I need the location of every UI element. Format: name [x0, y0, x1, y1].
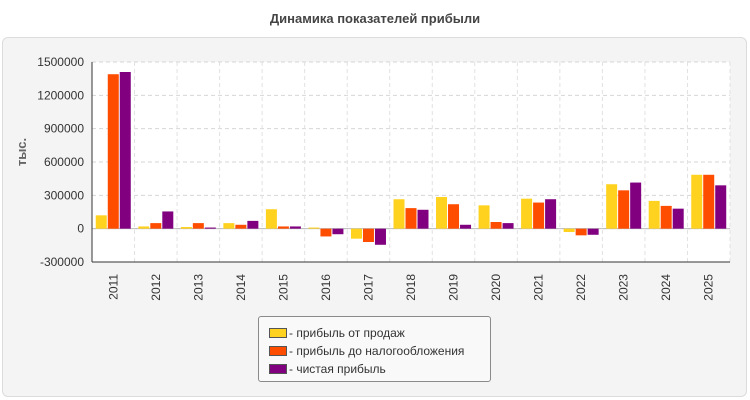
y-tick-label: 1500000: [37, 55, 84, 69]
bar: [460, 224, 472, 229]
legend-swatch-pretax-profit: [269, 346, 287, 356]
bar: [703, 174, 715, 229]
bar: [320, 228, 332, 237]
x-tick-label: 2011: [106, 274, 120, 300]
legend-swatch-net-profit: [269, 364, 287, 374]
y-tick-label: 600000: [44, 155, 84, 169]
legend-swatch-sales-profit: [269, 328, 287, 338]
bar: [235, 224, 247, 229]
bar: [107, 74, 119, 229]
bar: [192, 223, 204, 229]
bar: [575, 228, 587, 236]
bar: [265, 209, 277, 229]
bar: [308, 227, 320, 229]
x-tick-label: 2020: [489, 274, 503, 301]
bar: [606, 184, 618, 229]
bar: [247, 220, 259, 229]
bar: [533, 202, 545, 229]
bar: [478, 205, 490, 229]
x-tick-label: 2021: [532, 274, 546, 301]
bar: [289, 226, 301, 229]
bar: [393, 199, 405, 229]
y-tick-label: 1200000: [37, 88, 84, 102]
bar: [150, 223, 162, 229]
bar: [204, 227, 216, 229]
x-tick-label: 2012: [149, 274, 163, 301]
bar: [162, 211, 174, 229]
bar: [521, 198, 533, 229]
legend-item-net-profit: - чистая прибыль: [259, 360, 490, 378]
bar: [417, 209, 429, 229]
legend-label-net-profit: - чистая прибыль: [289, 362, 386, 376]
bar: [587, 228, 599, 235]
x-tick-label: 2019: [447, 274, 461, 301]
legend-label-sales-profit: - прибыль от продаж: [289, 326, 405, 340]
legend-item-sales-profit: - прибыль от продаж: [259, 324, 490, 342]
bar: [630, 182, 642, 229]
bar: [618, 190, 630, 229]
y-tick-label: -300000: [40, 255, 84, 269]
bar: [180, 227, 192, 229]
chart-title: Динамика показателей прибыли: [269, 11, 481, 26]
bar: [362, 228, 374, 242]
x-tick-label: 2015: [276, 274, 290, 301]
legend-item-pretax-profit: - прибыль до налогообложения: [259, 342, 490, 360]
chart-legend: - прибыль от продаж - прибыль до налогоо…: [258, 316, 491, 382]
bar: [138, 226, 150, 229]
bar: [405, 208, 417, 229]
y-tick-label: 900000: [44, 122, 84, 136]
bar: [223, 223, 235, 229]
bar: [672, 208, 684, 229]
bar: [448, 204, 460, 229]
bar: [545, 199, 557, 229]
x-tick-label: 2018: [404, 274, 418, 301]
x-tick-label: 2022: [574, 274, 588, 301]
x-tick-label: 2023: [617, 274, 631, 301]
bar: [490, 222, 502, 229]
y-axis-title: тыс.: [14, 138, 29, 166]
x-tick-label: 2024: [659, 274, 673, 301]
bar: [715, 185, 727, 229]
x-tick-label: 2013: [191, 274, 205, 301]
bar: [332, 228, 344, 235]
x-tick-label: 2025: [702, 274, 716, 301]
bar: [436, 197, 448, 229]
bar: [502, 223, 514, 229]
bar: [277, 226, 289, 229]
bar: [563, 228, 575, 232]
bar: [374, 228, 386, 245]
y-tick-label: 0: [77, 222, 84, 236]
bar: [350, 228, 362, 239]
bar: [660, 205, 672, 229]
bar: [119, 72, 131, 229]
x-tick-label: 2014: [234, 274, 248, 301]
x-tick-label: 2017: [361, 274, 375, 301]
bar: [691, 174, 703, 229]
bar: [648, 200, 660, 229]
legend-label-pretax-profit: - прибыль до налогообложения: [289, 344, 465, 358]
x-tick-label: 2016: [319, 274, 333, 301]
y-tick-label: 300000: [44, 188, 84, 202]
bar: [95, 215, 107, 229]
